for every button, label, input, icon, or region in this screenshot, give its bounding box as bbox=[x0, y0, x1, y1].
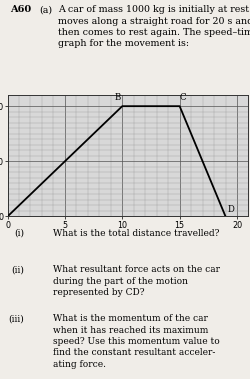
Text: What resultant force acts on the car
during the part of the motion
represented b: What resultant force acts on the car dur… bbox=[53, 265, 220, 297]
Text: A car of mass 1000 kg is initially at rest. It
moves along a straight road for 2: A car of mass 1000 kg is initially at re… bbox=[58, 6, 250, 48]
Text: (a): (a) bbox=[39, 6, 52, 14]
Text: (i): (i) bbox=[14, 229, 24, 238]
Text: What is the total distance travelled?: What is the total distance travelled? bbox=[53, 229, 219, 238]
Text: What is the momentum of the car
when it has reached its maximum
speed? Use this : What is the momentum of the car when it … bbox=[53, 314, 219, 369]
Text: (iii): (iii) bbox=[8, 314, 24, 323]
Text: (ii): (ii) bbox=[12, 265, 24, 274]
Text: A60: A60 bbox=[10, 6, 31, 14]
Text: C: C bbox=[179, 93, 186, 102]
Text: D: D bbox=[227, 205, 234, 214]
Text: t/s: t/s bbox=[249, 226, 250, 234]
Text: B: B bbox=[114, 93, 120, 102]
